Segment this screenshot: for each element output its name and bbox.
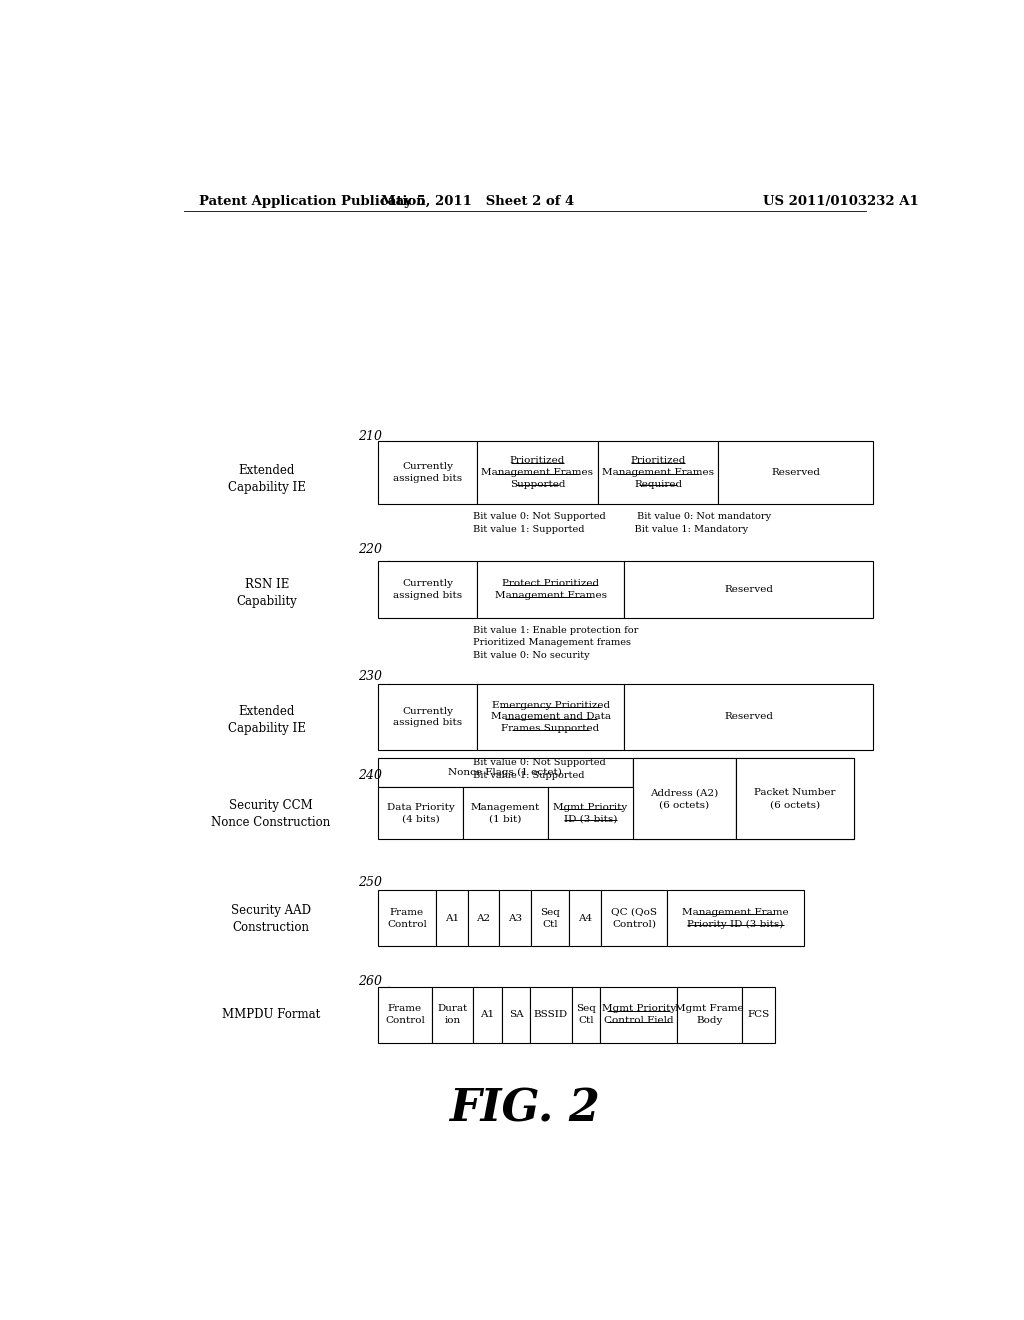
Text: 260: 260 <box>358 975 382 989</box>
Bar <box>736 758 854 840</box>
Text: Durat
ion: Durat ion <box>437 1005 468 1026</box>
Text: Reserved: Reserved <box>771 469 820 477</box>
Bar <box>378 787 463 840</box>
Text: BSSID: BSSID <box>534 1010 568 1019</box>
Bar <box>667 890 804 946</box>
Bar <box>500 890 531 946</box>
Bar <box>530 987 571 1043</box>
Text: US 2011/0103232 A1: US 2011/0103232 A1 <box>763 194 919 207</box>
Text: Reserved: Reserved <box>724 585 773 594</box>
Text: Security AAD
Construction: Security AAD Construction <box>230 904 311 933</box>
Text: A3: A3 <box>508 913 522 923</box>
Text: 240: 240 <box>358 768 382 781</box>
Bar <box>531 890 569 946</box>
Bar <box>477 684 624 750</box>
Text: QC (QoS
Control): QC (QoS Control) <box>611 908 657 928</box>
Bar <box>436 890 468 946</box>
Text: Data Priority
(4 bits): Data Priority (4 bits) <box>387 803 455 824</box>
Bar <box>633 758 736 840</box>
Text: 250: 250 <box>358 875 382 888</box>
Text: A1: A1 <box>444 913 459 923</box>
Text: Bit value 1: Enable protection for
Prioritized Management frames
Bit value 0: No: Bit value 1: Enable protection for Prior… <box>473 626 639 660</box>
Text: Extended
Capability IE: Extended Capability IE <box>228 463 306 494</box>
Bar <box>477 441 598 504</box>
Bar <box>719 441 873 504</box>
Text: Reserved: Reserved <box>724 713 773 722</box>
Text: Mgmt Priority
Control Field: Mgmt Priority Control Field <box>601 1005 676 1026</box>
Text: MMPDU Format: MMPDU Format <box>222 1007 319 1020</box>
Text: A1: A1 <box>480 1010 495 1019</box>
Text: Management Frame
Priority ID (3 bits): Management Frame Priority ID (3 bits) <box>682 908 788 929</box>
Text: Management
(1 bit): Management (1 bit) <box>471 803 540 824</box>
Bar <box>378 890 436 946</box>
Text: Bit value 0: Not Supported
Bit value 1: Supported: Bit value 0: Not Supported Bit value 1: … <box>473 758 606 780</box>
Text: RSN IE
Capability: RSN IE Capability <box>237 578 297 609</box>
Text: Frame
Control: Frame Control <box>387 908 427 928</box>
Text: SA: SA <box>509 1010 523 1019</box>
Bar <box>548 787 633 840</box>
Bar <box>477 561 624 618</box>
Text: FCS: FCS <box>748 1010 770 1019</box>
Text: Protect Prioritized
Management Frames: Protect Prioritized Management Frames <box>495 579 606 599</box>
Text: Emergency Prioritized
Management and Data
Frames Supported: Emergency Prioritized Management and Dat… <box>490 701 610 733</box>
Text: A2: A2 <box>476 913 490 923</box>
Text: FIG. 2: FIG. 2 <box>450 1088 600 1130</box>
Bar <box>598 441 719 504</box>
Bar <box>571 987 600 1043</box>
Text: Prioritized
Management Frames
Supported: Prioritized Management Frames Supported <box>481 457 594 488</box>
Bar <box>378 987 432 1043</box>
Text: Packet Number
(6 octets): Packet Number (6 octets) <box>755 788 836 809</box>
Bar <box>378 441 477 504</box>
Bar <box>736 758 854 840</box>
Text: Address (A2)
(6 octets): Address (A2) (6 octets) <box>650 788 719 809</box>
Bar <box>600 987 677 1043</box>
Bar <box>624 684 873 750</box>
Text: A4: A4 <box>579 913 592 923</box>
Text: May 5, 2011   Sheet 2 of 4: May 5, 2011 Sheet 2 of 4 <box>381 194 573 207</box>
Bar <box>569 890 601 946</box>
Bar <box>473 987 502 1043</box>
Text: Currently
assigned bits: Currently assigned bits <box>393 706 462 727</box>
Bar <box>378 561 477 618</box>
Text: Mgmt Frame
Body: Mgmt Frame Body <box>676 1005 744 1026</box>
Text: Prioritized
Management Frames
Required: Prioritized Management Frames Required <box>602 457 714 488</box>
Text: Nonce Flags (1 octet): Nonce Flags (1 octet) <box>449 768 562 777</box>
Text: 210: 210 <box>358 430 382 444</box>
Text: Currently
assigned bits: Currently assigned bits <box>393 579 462 599</box>
Text: Currently
assigned bits: Currently assigned bits <box>393 462 462 483</box>
Text: Patent Application Publication: Patent Application Publication <box>200 194 426 207</box>
Text: 230: 230 <box>358 671 382 684</box>
Text: Extended
Capability IE: Extended Capability IE <box>228 705 306 735</box>
Bar <box>432 987 473 1043</box>
Bar <box>601 890 667 946</box>
Bar <box>677 987 742 1043</box>
Text: Bit value 0: Not Supported          Bit value 0: Not mandatory
Bit value 1: Supp: Bit value 0: Not Supported Bit value 0: … <box>473 512 771 533</box>
Text: Seq
Ctl: Seq Ctl <box>575 1005 596 1026</box>
Bar <box>502 987 530 1043</box>
Text: Security CCM
Nonce Construction: Security CCM Nonce Construction <box>211 799 331 829</box>
Text: Seq
Ctl: Seq Ctl <box>541 908 560 928</box>
Bar <box>468 890 500 946</box>
Bar <box>742 987 775 1043</box>
Text: Frame
Control: Frame Control <box>385 1005 425 1026</box>
Bar <box>378 758 633 787</box>
Bar <box>378 684 477 750</box>
Bar <box>624 561 873 618</box>
Bar <box>633 758 736 840</box>
Text: Mgmt Priority
ID (3 bits): Mgmt Priority ID (3 bits) <box>553 803 628 824</box>
Text: 220: 220 <box>358 544 382 556</box>
Bar <box>463 787 548 840</box>
